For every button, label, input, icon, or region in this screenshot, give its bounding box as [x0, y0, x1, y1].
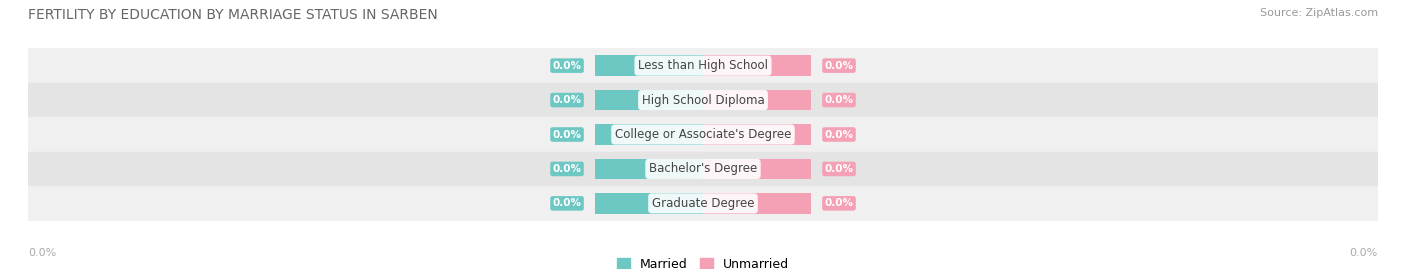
Text: High School Diploma: High School Diploma: [641, 94, 765, 107]
Bar: [595, 193, 703, 214]
Bar: [595, 55, 703, 76]
Text: 0.0%: 0.0%: [824, 95, 853, 105]
Bar: [595, 159, 703, 179]
Bar: [28, 48, 1378, 83]
Text: 0.0%: 0.0%: [553, 129, 582, 140]
Text: FERTILITY BY EDUCATION BY MARRIAGE STATUS IN SARBEN: FERTILITY BY EDUCATION BY MARRIAGE STATU…: [28, 8, 437, 22]
Text: Source: ZipAtlas.com: Source: ZipAtlas.com: [1260, 8, 1378, 18]
Text: 0.0%: 0.0%: [553, 61, 582, 71]
Bar: [595, 90, 703, 110]
Bar: [28, 152, 1378, 186]
Bar: [703, 159, 811, 179]
Text: 0.0%: 0.0%: [553, 164, 582, 174]
Bar: [703, 124, 811, 145]
Text: 0.0%: 0.0%: [553, 198, 582, 208]
Text: 0.0%: 0.0%: [824, 198, 853, 208]
Text: 0.0%: 0.0%: [28, 248, 56, 258]
Bar: [595, 124, 703, 145]
Text: 0.0%: 0.0%: [553, 95, 582, 105]
Text: 0.0%: 0.0%: [824, 129, 853, 140]
Bar: [28, 83, 1378, 117]
Bar: [703, 55, 811, 76]
Legend: Married, Unmarried: Married, Unmarried: [613, 254, 793, 269]
Text: 0.0%: 0.0%: [1350, 248, 1378, 258]
Text: Graduate Degree: Graduate Degree: [652, 197, 754, 210]
Bar: [703, 90, 811, 110]
Text: 0.0%: 0.0%: [824, 164, 853, 174]
Text: College or Associate's Degree: College or Associate's Degree: [614, 128, 792, 141]
Bar: [28, 186, 1378, 221]
Text: Bachelor's Degree: Bachelor's Degree: [650, 162, 756, 175]
Bar: [28, 117, 1378, 152]
Text: Less than High School: Less than High School: [638, 59, 768, 72]
Bar: [703, 193, 811, 214]
Text: 0.0%: 0.0%: [824, 61, 853, 71]
